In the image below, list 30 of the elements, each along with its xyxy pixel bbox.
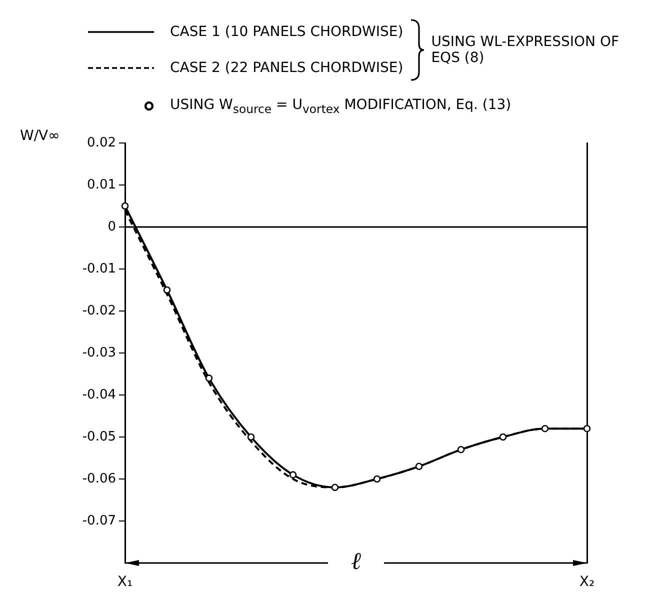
point: [121, 202, 129, 210]
y-tick-label: 0: [108, 219, 116, 234]
x-tick-label: X₂: [579, 574, 595, 590]
y-tick-label: -0.07: [82, 513, 116, 528]
y-axis-title: W/V∞: [20, 128, 60, 144]
point: [583, 424, 591, 432]
point: [457, 446, 465, 454]
point: [415, 462, 423, 470]
legend-label: USING W$_{source}$ = U$_{vortex}$ MODIFICATION, Eq. (13): [170, 96, 512, 116]
legend-label: CASE 2 (22 PANELS CHORDWISE): [170, 60, 404, 76]
y-tick-label: -0.02: [82, 303, 116, 318]
point: [373, 475, 381, 483]
y-tick-label: -0.05: [82, 429, 116, 444]
y-tick-label: 0.01: [87, 177, 116, 192]
point: [331, 484, 339, 492]
point: [205, 374, 213, 382]
point: [247, 433, 255, 441]
annotation: ℓ: [350, 547, 362, 576]
point: [541, 424, 549, 432]
y-tick-label: -0.03: [82, 345, 116, 360]
point: [499, 433, 507, 441]
x-tick-label: X₁: [117, 574, 133, 590]
point: [289, 471, 297, 478]
y-tick-label: -0.01: [82, 261, 116, 276]
legend-title: USING WL-EXPRESSION OF EQS (8): [431, 34, 620, 66]
y-tick-label: -0.06: [82, 471, 116, 486]
point: [163, 286, 171, 294]
y-tick-label: 0.02: [87, 135, 116, 150]
legend-label: CASE 1 (10 PANELS CHORDWISE): [170, 24, 404, 40]
y-tick-label: -0.04: [82, 387, 116, 402]
